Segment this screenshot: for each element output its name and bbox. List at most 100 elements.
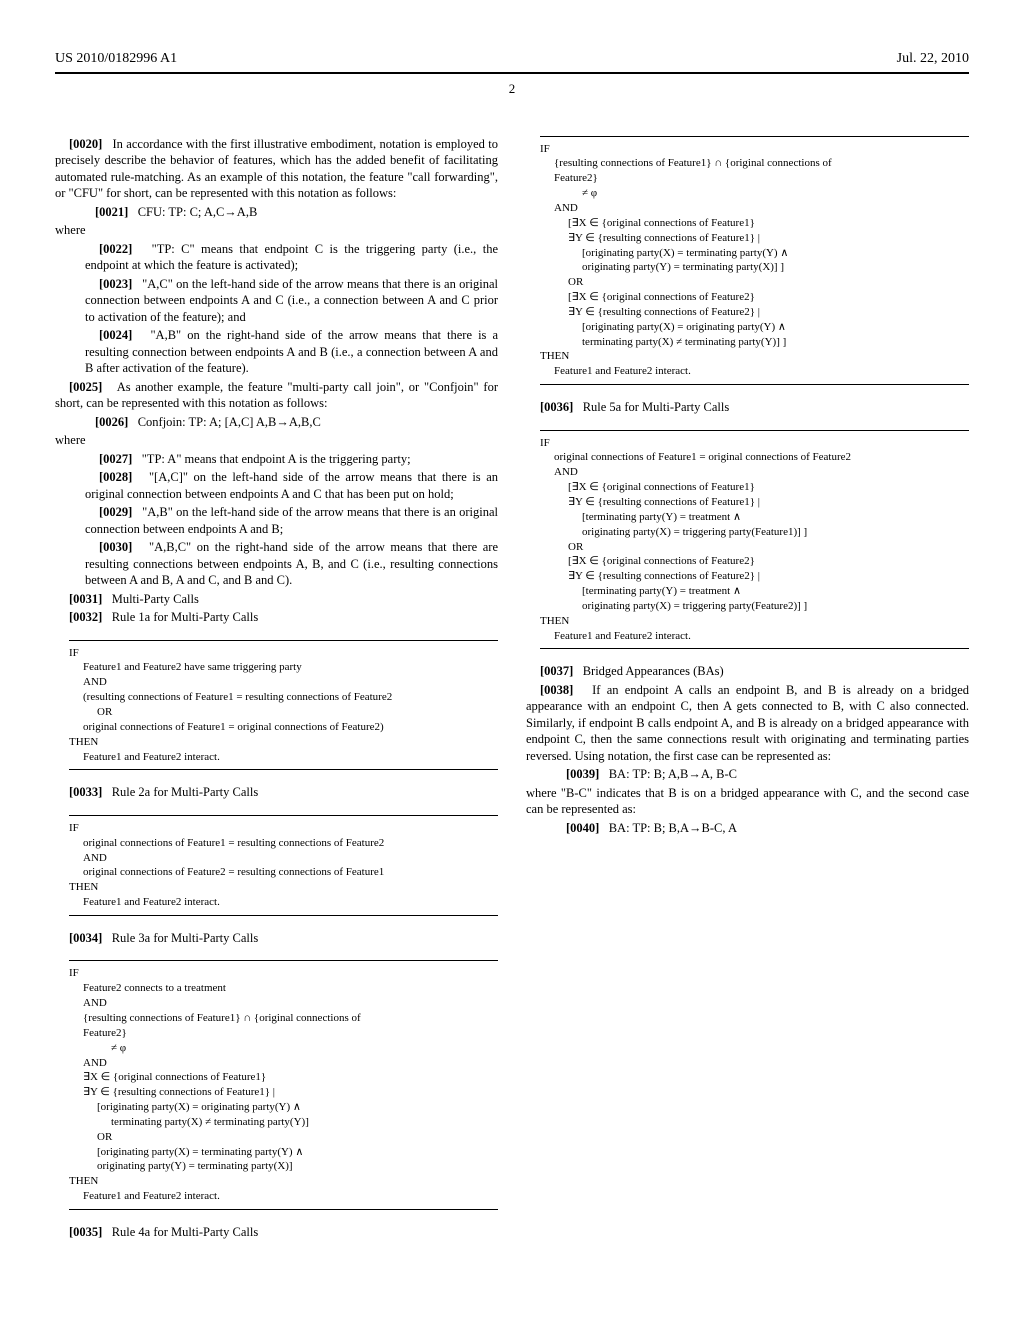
para-num: [0039]	[566, 767, 599, 781]
rule-line: OR	[540, 275, 969, 290]
para-text: "[A,C]" on the left-hand side of the arr…	[85, 470, 498, 501]
para-num: [0038]	[540, 683, 573, 697]
rule-line: terminating party(X) ≠ terminating party…	[540, 335, 969, 350]
rule-1a-box: IF Feature1 and Feature2 have same trigg…	[69, 640, 498, 771]
rule-line: [∃X ∈ {original connections of Feature2}	[540, 554, 969, 569]
rule-line: originating party(X) = triggering party(…	[540, 599, 969, 614]
rule-line: AND	[540, 201, 969, 216]
rule-line: ∃Y ∈ {resulting connections of Feature2}…	[540, 569, 969, 584]
rule-hr	[540, 648, 969, 649]
header-rule	[55, 72, 969, 74]
rule-2a-box: IF original connections of Feature1 = re…	[69, 815, 498, 916]
rule-line: originating party(Y) = terminating party…	[69, 1159, 498, 1174]
para-num: [0021]	[95, 205, 128, 219]
para-text: Bridged Appearances (BAs)	[583, 664, 724, 678]
formula: BA: TP: B; A,B→A, B-C	[609, 767, 737, 781]
para-0039: [0039] BA: TP: B; A,B→A, B-C	[566, 766, 969, 783]
para-num: [0026]	[95, 415, 128, 429]
para-text: "A,C" on the left-hand side of the arrow…	[85, 277, 498, 324]
rule-5a-box: IF original connections of Feature1 = or…	[540, 430, 969, 650]
rule-line: original connections of Feature1 = resul…	[69, 836, 498, 851]
publication-date: Jul. 22, 2010	[897, 50, 969, 68]
para-0040: [0040] BA: TP: B; B,A→B-C, A	[566, 820, 969, 837]
rule-line: terminating party(X) ≠ terminating party…	[69, 1115, 498, 1130]
rule-line: Feature2}	[540, 171, 969, 186]
rule-line: AND	[540, 465, 969, 480]
rule-line: IF	[69, 821, 498, 836]
para-num: [0032]	[69, 610, 102, 624]
para-0025: [0025] As another example, the feature "…	[55, 379, 498, 412]
para-num: [0027]	[99, 452, 132, 466]
para-0039-after: where "B-C" indicates that B is on a bri…	[526, 785, 969, 818]
where-label: where	[55, 222, 498, 239]
para-num: [0028]	[99, 470, 132, 484]
para-0020: [0020] In accordance with the first illu…	[55, 136, 498, 202]
rule-line: original connections of Feature1 = origi…	[69, 720, 498, 735]
rule-line: Feature1 and Feature2 interact.	[540, 364, 969, 379]
rule-line: ∃X ∈ {original connections of Feature1}	[69, 1070, 498, 1085]
rule-4a-box: IF {resulting connections of Feature1} ∩…	[540, 136, 969, 386]
para-0021: [0021] CFU: TP: C; A,C→A,B	[95, 204, 498, 221]
rule-line: [∃X ∈ {original connections of Feature1}	[540, 480, 969, 495]
rule-hr	[69, 640, 498, 641]
rule-line: IF	[69, 966, 498, 981]
rule-line: {resulting connections of Feature1} ∩ {o…	[69, 1011, 498, 1026]
para-num: [0023]	[99, 277, 132, 291]
para-0028: [0028] "[A,C]" on the left-hand side of …	[85, 469, 498, 502]
para-num: [0022]	[99, 242, 132, 256]
rule-line: OR	[69, 705, 498, 720]
para-0034: [0034] Rule 3a for Multi-Party Calls	[55, 930, 498, 947]
para-text: Rule 1a for Multi-Party Calls	[112, 610, 259, 624]
rule-line: ∃Y ∈ {resulting connections of Feature1}…	[540, 495, 969, 510]
para-num: [0040]	[566, 821, 599, 835]
rule-line: originating party(X) = triggering party(…	[540, 525, 969, 540]
rule-hr	[540, 384, 969, 385]
para-text: Rule 5a for Multi-Party Calls	[583, 400, 730, 414]
rule-hr	[69, 769, 498, 770]
rule-line: THEN	[540, 349, 969, 364]
rule-line: Feature1 and Feature2 interact.	[69, 1189, 498, 1204]
rule-line: [∃X ∈ {original connections of Feature2}	[540, 290, 969, 305]
para-num: [0035]	[69, 1225, 102, 1239]
para-text: Multi-Party Calls	[112, 592, 199, 606]
para-num: [0037]	[540, 664, 573, 678]
rule-line: [∃X ∈ {original connections of Feature1}	[540, 216, 969, 231]
para-num: [0029]	[99, 505, 132, 519]
rule-line: [terminating party(Y) = treatment ∧	[540, 584, 969, 599]
para-0026: [0026] Confjoin: TP: A; [A,C] A,B→A,B,C	[95, 414, 498, 431]
para-0032: [0032] Rule 1a for Multi-Party Calls	[55, 609, 498, 626]
rule-hr	[540, 136, 969, 137]
rule-line: THEN	[69, 880, 498, 895]
rule-line: AND	[69, 1056, 498, 1071]
para-text: Rule 3a for Multi-Party Calls	[112, 931, 259, 945]
rule-hr	[540, 430, 969, 431]
rule-line: Feature1 and Feature2 interact.	[540, 629, 969, 644]
rule-3a-box: IF Feature2 connects to a treatment AND …	[69, 960, 498, 1210]
rule-hr	[69, 815, 498, 816]
rule-line: Feature1 and Feature2 have same triggeri…	[69, 660, 498, 675]
page-header: US 2010/0182996 A1 Jul. 22, 2010	[55, 50, 969, 68]
rule-line: [originating party(X) = terminating part…	[540, 246, 969, 261]
rule-line: Feature2 connects to a treatment	[69, 981, 498, 996]
para-num: [0030]	[99, 540, 132, 554]
para-0035: [0035] Rule 4a for Multi-Party Calls	[55, 1224, 498, 1241]
rule-line: ∃Y ∈ {resulting connections of Feature1}…	[69, 1085, 498, 1100]
para-num: [0031]	[69, 592, 102, 606]
rule-line: Feature1 and Feature2 interact.	[69, 895, 498, 910]
para-0027: [0027] "TP: A" means that endpoint A is …	[85, 451, 498, 468]
para-text: Rule 2a for Multi-Party Calls	[112, 785, 259, 799]
rule-line: (resulting connections of Feature1 = res…	[69, 690, 498, 705]
two-column-body: [0020] In accordance with the first illu…	[55, 136, 969, 1246]
para-num: [0020]	[69, 137, 102, 151]
para-num: [0025]	[69, 380, 102, 394]
para-text: As another example, the feature "multi-p…	[55, 380, 498, 411]
para-text: "A,B" on the right-hand side of the arro…	[85, 328, 498, 375]
para-text: "A,B,C" on the right-hand side of the ar…	[85, 540, 498, 587]
formula: BA: TP: B; B,A→B-C, A	[609, 821, 737, 835]
rule-line: IF	[540, 142, 969, 157]
rule-line: AND	[69, 675, 498, 690]
rule-line: Feature1 and Feature2 interact.	[69, 750, 498, 765]
rule-line: {resulting connections of Feature1} ∩ {o…	[540, 156, 969, 171]
rule-line: [originating party(X) = originating part…	[69, 1100, 498, 1115]
rule-line: Feature2}	[69, 1026, 498, 1041]
